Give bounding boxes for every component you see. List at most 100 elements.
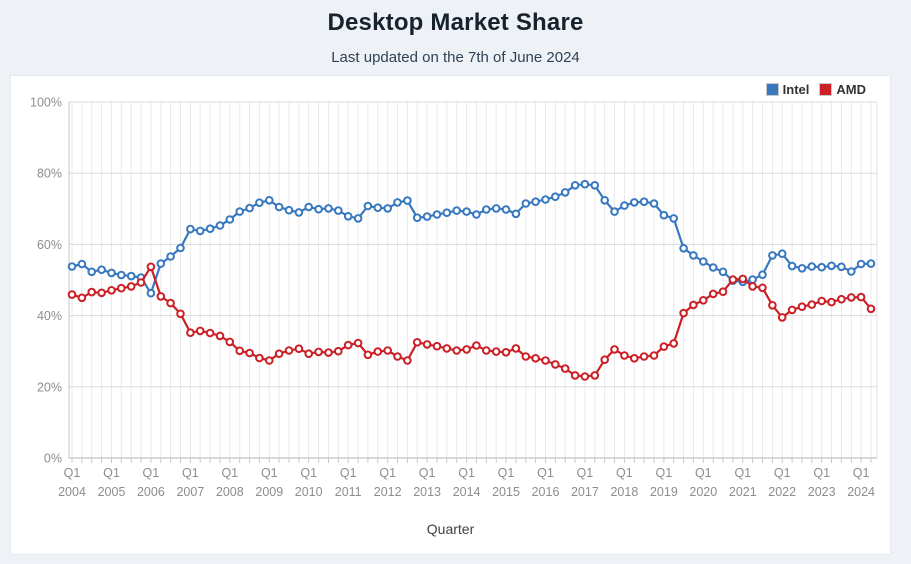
amd-point <box>689 300 698 310</box>
intel-point <box>97 265 106 274</box>
chart-title: Desktop Market Share <box>327 9 584 36</box>
amd-point <box>136 278 146 287</box>
svg-text:2008: 2008 <box>216 485 244 499</box>
legend-item-intel[interactable]: Intel <box>765 82 809 97</box>
amd-point <box>738 274 748 284</box>
chart-panel: Intel AMD 0% 20% 40% 60% 80% 100% Q1 2004 Q1 2005… <box>10 75 891 555</box>
amd-point <box>580 372 590 381</box>
intel-point <box>156 259 166 268</box>
intel-point <box>649 199 659 208</box>
intel-point <box>383 204 393 213</box>
amd-point <box>570 371 580 380</box>
intel-point <box>67 262 77 271</box>
chart-plot[interactable]: 0% 20% 40% 60% 80% 100% Q1 2004 Q1 2005 Q1 2006 Q1 20… <box>11 76 892 555</box>
amd-point <box>373 347 383 356</box>
intel-point <box>255 198 264 207</box>
chart-subtitle: Last updated on the 7th of June 2024 <box>331 49 580 66</box>
intel-point <box>580 179 590 189</box>
amd-point <box>412 338 422 347</box>
intel-point <box>521 199 531 208</box>
intel-point <box>195 226 205 236</box>
amd-point <box>817 296 827 306</box>
intel-point <box>551 192 560 201</box>
amd-point <box>205 328 215 338</box>
intel-point <box>245 203 254 213</box>
amd-point <box>748 282 757 291</box>
intel-point <box>324 204 333 213</box>
svg-text:80%: 80% <box>37 167 62 181</box>
amd-point <box>294 344 304 354</box>
intel-point <box>777 249 787 258</box>
amd-point <box>264 356 274 365</box>
amd-point <box>215 331 225 341</box>
intel-series[interactable] <box>67 179 876 298</box>
svg-text:2005: 2005 <box>98 485 126 499</box>
svg-text:2006: 2006 <box>137 485 165 499</box>
svg-text:60%: 60% <box>37 238 62 252</box>
intel-point <box>176 243 185 253</box>
amd-point <box>610 345 619 354</box>
intel-point <box>610 207 619 216</box>
legend-item-amd[interactable]: AMD <box>819 82 866 97</box>
amd-point <box>590 371 600 380</box>
intel-point <box>630 198 639 207</box>
amd-point <box>452 346 462 355</box>
amd-point <box>304 349 314 359</box>
svg-text:Q1: Q1 <box>813 466 830 480</box>
amd-point <box>600 355 610 365</box>
svg-text:2023: 2023 <box>808 485 836 499</box>
amd-point <box>77 293 87 303</box>
amd-point <box>393 352 402 361</box>
intel-point <box>748 275 757 284</box>
intel-point <box>186 224 195 234</box>
amd-point <box>866 304 876 314</box>
intel-point <box>363 201 373 211</box>
svg-text:2020: 2020 <box>689 485 717 499</box>
amd-point <box>787 305 797 315</box>
amd-point <box>324 348 333 357</box>
svg-text:Q1: Q1 <box>182 466 199 480</box>
amd-point <box>620 351 629 360</box>
amd-point <box>511 344 521 353</box>
amd-point <box>97 288 106 298</box>
amd-point <box>422 340 432 349</box>
legend: Intel AMD <box>765 82 866 97</box>
intel-point <box>294 208 304 217</box>
svg-text:2016: 2016 <box>532 485 560 499</box>
intel-point <box>482 205 491 214</box>
amd-point <box>847 293 856 302</box>
svg-text:2012: 2012 <box>374 485 402 499</box>
svg-text:Q1: Q1 <box>419 466 436 480</box>
intel-point <box>373 203 383 212</box>
svg-text:2019: 2019 <box>650 485 678 499</box>
amd-point <box>679 308 688 318</box>
amd-point <box>531 354 540 363</box>
svg-text:Q1: Q1 <box>300 466 317 480</box>
amd-point <box>491 347 501 356</box>
svg-text:2007: 2007 <box>176 485 204 499</box>
amd-series[interactable] <box>67 262 876 381</box>
amd-point <box>245 348 254 358</box>
intel-point <box>314 204 323 214</box>
intel-point <box>225 215 235 224</box>
amd-point <box>856 292 866 302</box>
svg-text:Q1: Q1 <box>143 466 160 480</box>
amd-point <box>117 283 126 293</box>
amd-point <box>837 294 846 304</box>
svg-text:2011: 2011 <box>335 485 362 499</box>
header: Desktop Market Share Last updated on the… <box>0 0 911 66</box>
intel-point <box>452 206 462 215</box>
amd-point <box>274 349 284 359</box>
amd-point <box>482 346 491 355</box>
amd-point <box>521 352 531 361</box>
amd-point <box>718 287 728 296</box>
intel-point <box>264 196 274 205</box>
amd-legend-swatch <box>819 83 833 96</box>
svg-text:2009: 2009 <box>255 485 283 499</box>
intel-point <box>472 210 481 219</box>
intel-point <box>718 267 728 277</box>
intel-point <box>403 196 412 205</box>
svg-text:Q1: Q1 <box>537 466 554 480</box>
amd-point <box>166 298 175 308</box>
